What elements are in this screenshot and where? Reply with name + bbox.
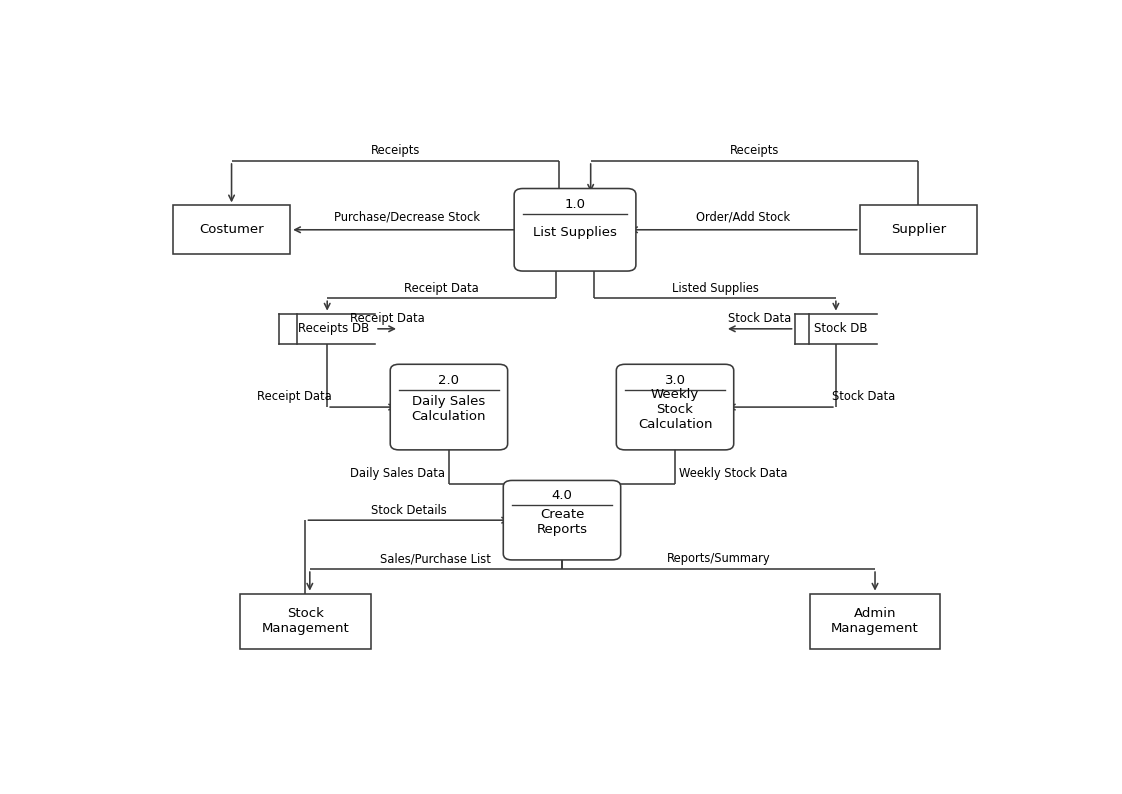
Text: Costumer: Costumer — [200, 223, 264, 237]
Text: Sales/Purchase List: Sales/Purchase List — [380, 553, 491, 565]
FancyBboxPatch shape — [616, 364, 734, 450]
Text: Stock DB: Stock DB — [815, 322, 867, 335]
Text: Weekly Stock Data: Weekly Stock Data — [680, 468, 788, 480]
Text: Weekly
Stock
Calculation: Weekly Stock Calculation — [637, 388, 712, 431]
Text: Daily Sales
Calculation: Daily Sales Calculation — [412, 395, 486, 423]
Text: Order/Add Stock: Order/Add Stock — [697, 210, 791, 224]
Text: Reports/Summary: Reports/Summary — [666, 553, 771, 565]
Text: 4.0: 4.0 — [552, 489, 572, 502]
FancyBboxPatch shape — [390, 364, 507, 450]
Text: 1.0: 1.0 — [564, 198, 586, 210]
Text: List Supplies: List Supplies — [533, 225, 617, 238]
Text: Purchase/Decrease Stock: Purchase/Decrease Stock — [333, 210, 479, 224]
Bar — [240, 594, 370, 649]
Text: Receipts: Receipts — [370, 145, 420, 157]
Text: Receipt Data: Receipt Data — [350, 312, 424, 326]
Text: Receipts: Receipts — [730, 145, 780, 157]
Text: Stock Details: Stock Details — [371, 503, 447, 517]
Text: Stock
Management: Stock Management — [261, 607, 349, 635]
Bar — [173, 206, 291, 254]
Text: 2.0: 2.0 — [439, 374, 459, 387]
Text: Create
Reports: Create Reports — [536, 508, 588, 537]
Text: Receipts DB: Receipts DB — [297, 322, 369, 335]
Text: Stock Data: Stock Data — [831, 390, 894, 403]
Bar — [810, 594, 940, 649]
FancyBboxPatch shape — [504, 480, 620, 560]
Text: Daily Sales Data: Daily Sales Data — [350, 468, 444, 480]
Text: Admin
Management: Admin Management — [831, 607, 919, 635]
Text: Listed Supplies: Listed Supplies — [672, 282, 758, 295]
Text: Receipt Data: Receipt Data — [257, 390, 332, 403]
FancyBboxPatch shape — [514, 188, 636, 271]
Text: Receipt Data: Receipt Data — [404, 282, 479, 295]
Text: Supplier: Supplier — [891, 223, 946, 237]
Text: 3.0: 3.0 — [664, 374, 686, 387]
Text: Stock Data: Stock Data — [728, 312, 791, 326]
Bar — [859, 206, 977, 254]
